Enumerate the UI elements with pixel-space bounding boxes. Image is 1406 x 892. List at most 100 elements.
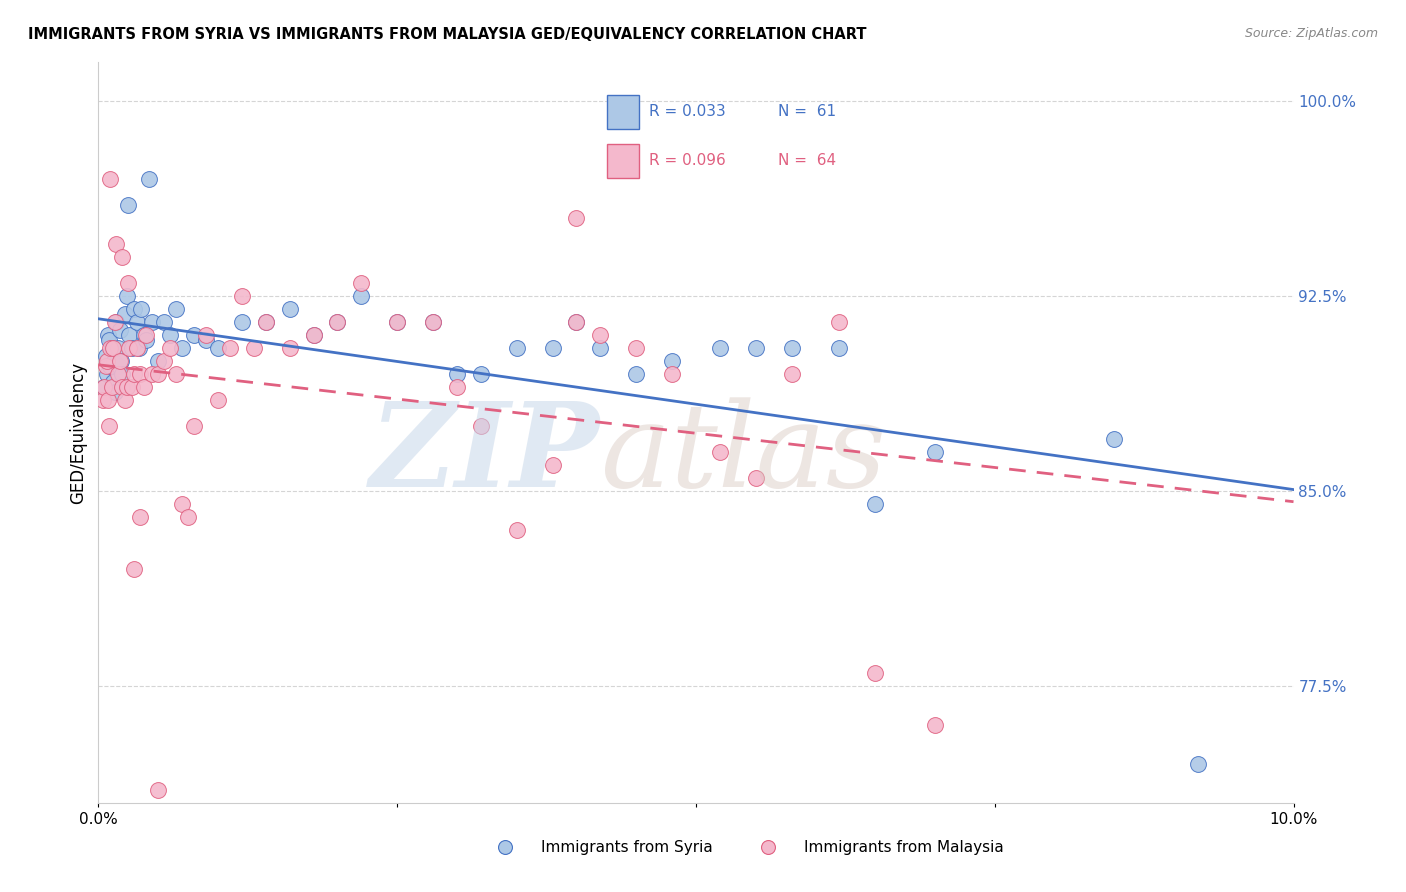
Point [118,341,141,355]
Point [350,289,373,303]
Point [124,562,146,576]
Point [506,341,529,355]
Text: IMMIGRANTS FROM SYRIA VS IMMIGRANTS FROM MALAYSIA GED/EQUIVALENCY CORRELATION CH: IMMIGRANTS FROM SYRIA VS IMMIGRANTS FROM… [28,27,866,42]
Point [101,341,124,355]
Point [924,445,946,459]
Point [422,315,444,329]
Point [589,328,612,343]
Point [159,341,181,355]
Point [589,341,612,355]
Point [96,354,118,368]
Point [135,328,157,343]
Point [141,367,163,381]
Point [114,393,136,408]
Point [541,458,564,472]
Point [254,315,277,329]
Point [104,385,127,400]
Text: atlas: atlas [600,398,887,512]
Point [131,302,153,317]
Point [159,328,181,343]
Point [94,349,117,363]
Point [125,341,148,355]
Point [1187,756,1209,771]
Point [828,315,851,329]
Point [148,782,170,797]
Point [709,445,731,459]
Point [111,380,134,394]
Point [115,380,138,394]
Point [118,328,141,343]
Point [94,359,117,374]
Point [385,315,409,329]
Point [183,328,205,343]
Point [111,367,134,381]
Point [129,367,152,381]
Point [195,328,218,343]
Point [172,497,194,511]
Point [124,302,146,317]
Point [105,315,128,329]
Point [114,307,136,321]
Point [626,367,648,381]
Point [626,341,648,355]
Point [278,302,301,317]
Point [107,341,129,355]
Text: ZIP: ZIP [370,397,600,512]
Point [107,367,129,381]
Point [101,375,124,389]
Point [865,665,887,680]
Point [446,367,468,381]
Point [117,198,139,212]
Point [709,341,731,355]
Point [302,328,325,343]
Point [385,315,409,329]
Point [93,380,115,394]
Point [138,172,160,186]
Point [129,510,152,524]
Point [177,510,200,524]
Text: Immigrants from Malaysia: Immigrants from Malaysia [804,839,1004,855]
Text: Source: ZipAtlas.com: Source: ZipAtlas.com [1244,27,1378,40]
Point [470,419,492,434]
Point [541,341,564,355]
Point [506,523,529,537]
Point [565,315,588,329]
Point [350,277,373,291]
Point [105,237,128,252]
Point [446,380,468,394]
Y-axis label: GED/Equivalency: GED/Equivalency [69,361,87,504]
Point [254,315,277,329]
Point [107,359,129,374]
Point [219,341,242,355]
Point [326,315,349,329]
Point [745,341,768,355]
Point [661,367,683,381]
Point [100,341,122,355]
Text: Immigrants from Syria: Immigrants from Syria [541,839,713,855]
Point [91,393,114,408]
Point [183,419,205,434]
Point [97,328,120,343]
Point [243,341,266,355]
Point [165,367,187,381]
Point [661,354,683,368]
Point [165,302,187,317]
Point [121,341,143,355]
Point [924,718,946,732]
Point [117,277,139,291]
Point [565,315,588,329]
Point [422,315,444,329]
Point [302,328,325,343]
Point [780,341,803,355]
Point [97,393,120,408]
Point [141,315,163,329]
Point [132,380,155,394]
Point [153,354,176,368]
Point [207,393,229,408]
Point [865,497,887,511]
Point [98,172,122,186]
Point [231,315,253,329]
Point [278,341,301,355]
Point [195,334,218,348]
Point [104,315,127,329]
